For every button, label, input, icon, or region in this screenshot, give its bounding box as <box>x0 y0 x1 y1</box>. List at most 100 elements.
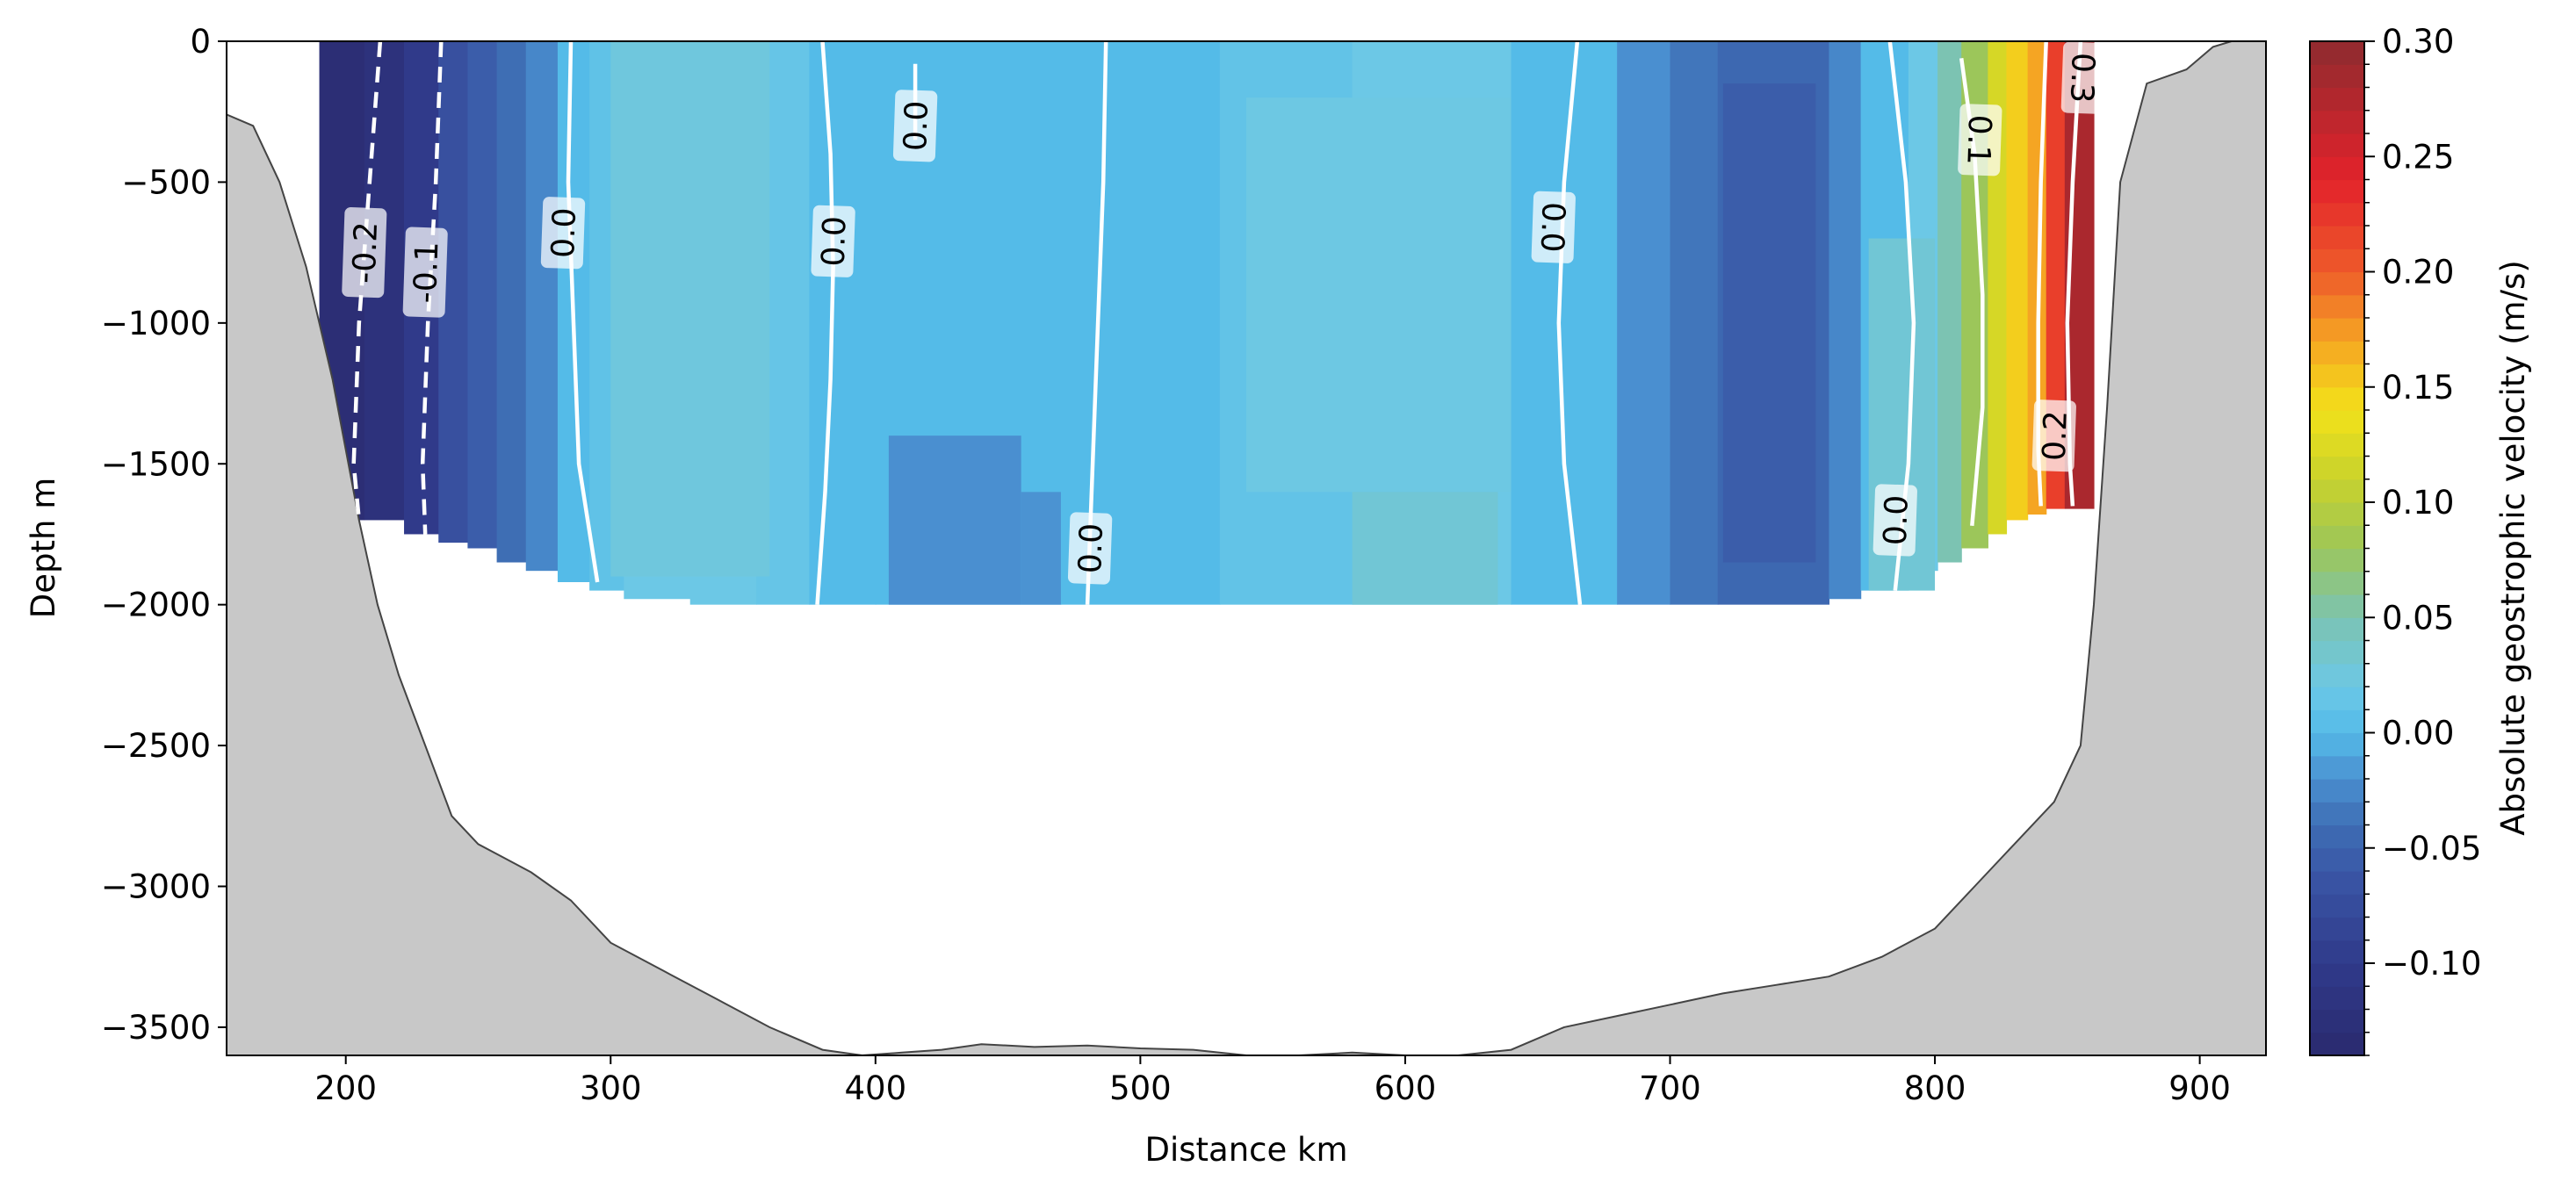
colorbar-tick-label: −0.10 <box>2382 945 2481 983</box>
colorbar-bin <box>2310 456 2364 480</box>
colorbar-bin <box>2310 963 2364 987</box>
y-tick-label: −1500 <box>101 445 211 483</box>
colorbar-bin <box>2310 894 2364 918</box>
contour-label: 0.0 <box>540 197 586 270</box>
colorbar-bin <box>2310 571 2364 595</box>
x-tick-label: 600 <box>1375 1069 1437 1107</box>
colorbar-bin <box>2310 594 2364 618</box>
contour-label: 0.0 <box>1872 484 1917 557</box>
colorbar-bin <box>2310 802 2364 826</box>
x-tick-label: 800 <box>1904 1069 1966 1107</box>
contour-label: 0.0 <box>1067 512 1113 585</box>
colorbar-tick-label: 0.30 <box>2382 23 2454 61</box>
contour-label-box <box>892 90 938 162</box>
colorbar-bin <box>2310 871 2364 895</box>
velocity-cell <box>2046 41 2066 509</box>
colorbar-tick-label: −0.05 <box>2382 830 2481 867</box>
colorbar-bin <box>2310 824 2364 849</box>
colorbar-bin <box>2310 687 2364 710</box>
velocity-cell <box>467 41 498 549</box>
colorbar-label: Absolute geostrophic velocity (m/s) <box>2494 260 2532 836</box>
y-tick-label: −3000 <box>101 868 211 906</box>
contour-label-text: 0.0 <box>1878 494 1916 546</box>
contour-label-box <box>1531 191 1576 263</box>
colorbar-bin <box>2310 1009 2364 1033</box>
velocity-cell <box>496 41 527 563</box>
contour-label-box <box>811 205 855 277</box>
x-axis-label: Distance km <box>1144 1131 1347 1169</box>
colorbar-bin <box>2310 939 2364 964</box>
colorbar-bin <box>2310 386 2364 411</box>
contour-line <box>2065 41 2083 507</box>
velocity-cell <box>525 41 559 572</box>
colorbar-bin <box>2310 318 2364 342</box>
x-tick-label: 500 <box>1109 1069 1172 1107</box>
contour-label-text: 0.2 <box>2037 410 2075 462</box>
colorbar-bin <box>2310 617 2364 642</box>
contour-label-box <box>2031 400 2076 472</box>
colorbar-bin <box>2310 847 2364 872</box>
bathymetry-outline <box>227 41 2266 1055</box>
velocity-cell <box>610 41 770 577</box>
contour-label-box <box>2060 41 2106 114</box>
velocity-cell <box>1060 41 1221 605</box>
contour-label: 0.2 <box>2031 400 2076 472</box>
contour-label: 0.0 <box>811 205 855 277</box>
plot-area: -0.2 -0.1 0.0 0.0 0.0 0.0 0.0 0.0 0.1 0.2 0.3 <box>227 41 2266 1055</box>
contour-label: -0.1 <box>402 227 448 318</box>
contour-label-text: 0.1 <box>1959 114 1997 166</box>
colorbar-bin <box>2310 548 2364 572</box>
contour-label: 0.0 <box>1531 191 1576 263</box>
colorbar-bin <box>2310 779 2364 803</box>
velocity-cell <box>1722 83 1816 563</box>
contour-line <box>351 41 383 521</box>
colorbar-bin <box>2310 41 2364 65</box>
velocity-cell <box>1021 492 1061 605</box>
colorbar-bin <box>2310 640 2364 665</box>
colorbar-tick-label: 0.20 <box>2382 254 2454 292</box>
contour-label-text: 0.0 <box>816 216 854 268</box>
colorbar: 0.30 0.25 0.20 0.15 0.10 0.05 0.00 −0.05 −0.10 <box>2309 23 2481 1056</box>
axes-frame <box>226 40 2267 1056</box>
x-tick-label: 300 <box>580 1069 642 1107</box>
velocity-cell <box>1352 492 1498 605</box>
colorbar-bin <box>2310 709 2364 734</box>
colorbar-bin <box>2310 110 2364 134</box>
contour-label-text: -0.1 <box>408 241 445 304</box>
contour-label-box <box>1958 104 2002 176</box>
contour-label: 0.0 <box>892 90 938 162</box>
x-tick-label: 200 <box>314 1069 377 1107</box>
y-tick-label: −500 <box>121 163 211 201</box>
x-tick-label: 400 <box>845 1069 907 1107</box>
contour-line <box>420 41 444 535</box>
colorbar-bin <box>2310 986 2364 1011</box>
velocity-cell <box>809 41 877 605</box>
x-tick-label: 700 <box>1639 1069 1701 1107</box>
colorbar-bin <box>2310 433 2364 457</box>
contour-label-box <box>1067 512 1113 585</box>
velocity-cell <box>1511 41 1618 605</box>
velocity-cell <box>1829 41 1862 600</box>
contour-line <box>815 41 835 605</box>
contour-label: 0.3 <box>2060 41 2106 114</box>
velocity-cell <box>2006 41 2029 521</box>
colorbar-bin <box>2310 917 2364 941</box>
colorbar-bin <box>2310 87 2364 112</box>
colorbar-bin <box>2310 133 2364 157</box>
colorbar-bin <box>2310 479 2364 503</box>
colorbar-bin <box>2310 364 2364 388</box>
contour-label-box <box>342 207 387 299</box>
velocity-cell <box>1246 97 1512 493</box>
contour-label: 0.1 <box>1958 104 2002 176</box>
contour-label: -0.2 <box>342 207 387 299</box>
contour-label-text: -0.2 <box>347 221 385 284</box>
colorbar-bin <box>2310 410 2364 434</box>
colorbar-bin <box>2310 248 2364 273</box>
y-tick-label: −3500 <box>101 1009 211 1047</box>
contour-line <box>566 41 600 583</box>
y-tick-label: −2000 <box>101 587 211 624</box>
contour-label-text: 0.0 <box>545 207 583 259</box>
y-tick-label: 0 <box>190 23 211 61</box>
contour-label-text: 0.0 <box>1533 201 1571 253</box>
